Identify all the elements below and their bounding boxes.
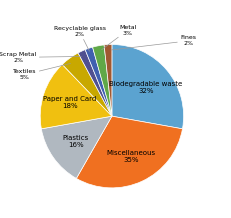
Wedge shape	[41, 116, 112, 178]
Text: Miscellaneous
35%: Miscellaneous 35%	[106, 150, 155, 163]
Text: Fines
2%: Fines 2%	[111, 36, 196, 50]
Wedge shape	[40, 65, 112, 129]
Wedge shape	[104, 44, 112, 116]
Text: Paper and Card
18%: Paper and Card 18%	[43, 96, 96, 109]
Wedge shape	[93, 45, 112, 116]
Text: Textiles
5%: Textiles 5%	[13, 63, 70, 80]
Wedge shape	[112, 44, 184, 129]
Text: Plastics
16%: Plastics 16%	[62, 135, 89, 148]
Wedge shape	[85, 47, 112, 116]
Text: Biodegradable waste
32%: Biodegradable waste 32%	[109, 81, 183, 94]
Text: Scrap Metal
2%: Scrap Metal 2%	[0, 52, 81, 63]
Wedge shape	[62, 53, 112, 116]
Wedge shape	[78, 50, 112, 116]
Wedge shape	[76, 116, 182, 188]
Text: Recyclable glass
2%: Recyclable glass 2%	[54, 26, 106, 51]
Text: Metal
3%: Metal 3%	[102, 25, 136, 50]
